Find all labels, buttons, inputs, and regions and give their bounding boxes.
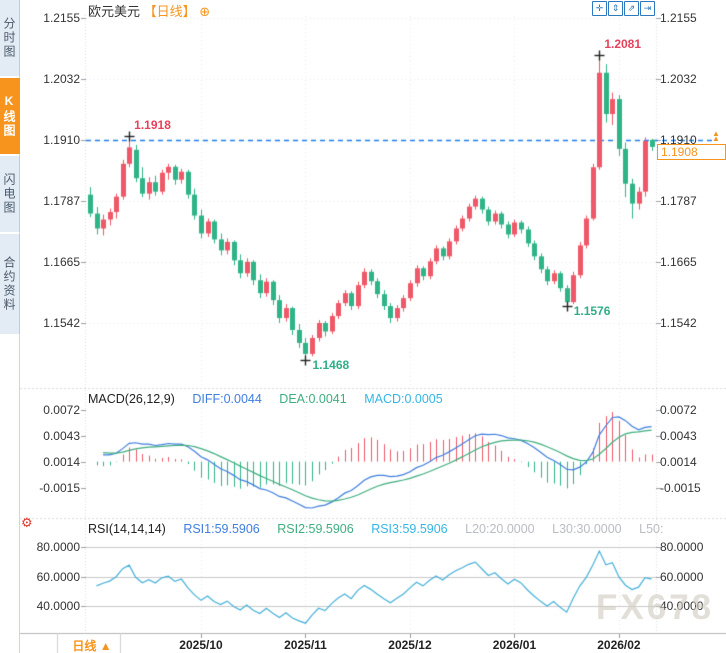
sidebar: 分时图 K线图 闪电图 合约资料 bbox=[0, 0, 20, 653]
price-axis-label-left: 1.2155 bbox=[43, 11, 80, 25]
sidebar-tab-3[interactable]: 闪电图 bbox=[0, 156, 20, 232]
rsi1-value: RSI1:59.5906 bbox=[183, 522, 260, 536]
rsi-header: RSI(14,14,14) RSI1:59.5906 RSI2:59.5906 … bbox=[88, 522, 677, 536]
price-axis-label-right: 1.2032 bbox=[660, 72, 697, 87]
sidebar-tab-4[interactable]: 合约资料 bbox=[0, 234, 20, 334]
fit-vertical-scale-icon[interactable]: ⇕ bbox=[608, 1, 623, 16]
last-price-tag: 1.1908 bbox=[657, 144, 726, 160]
macd-dea-value: DEA:0.0041 bbox=[279, 392, 347, 406]
price-axis-label-right: 1.1542 bbox=[660, 316, 697, 331]
rsi-axis-label-right: 40.0000 bbox=[660, 599, 704, 613]
price-axis-label-left: 1.1542 bbox=[43, 316, 80, 331]
macd-diff-value: DIFF:0.0044 bbox=[192, 392, 262, 406]
time-axis-label: 2026/02 bbox=[597, 638, 641, 652]
macd-axis-label-right: -0.0015 bbox=[660, 481, 701, 495]
price-axis-label-left: 1.1787 bbox=[43, 194, 80, 209]
period-selector[interactable]: 日线 ▲ bbox=[72, 639, 112, 653]
rsi-l50-value: L50: bbox=[639, 522, 664, 536]
macd-macd-value: MACD:0.0005 bbox=[364, 392, 443, 406]
price-axis-label-right: 1.1665 bbox=[660, 254, 697, 269]
rsi-l30-value: L30:30.0000 bbox=[552, 522, 622, 536]
rsi-axis-label-left: 60.0000 bbox=[36, 569, 80, 584]
time-axis-label: 2025/10 bbox=[179, 638, 223, 652]
macd-axis-label-left: -0.0015 bbox=[39, 481, 80, 495]
macd-axis-label-right: 0.0014 bbox=[660, 455, 697, 469]
rsi-axis-label-right: 80.0000 bbox=[660, 540, 704, 554]
time-axis-label: 2026/01 bbox=[492, 638, 537, 652]
price-up-arrow-icon: ▲ ▲ bbox=[712, 129, 720, 143]
add-indicator-icon[interactable]: ⊕ bbox=[199, 4, 211, 19]
rsi-axis-label-right: 60.0000 bbox=[660, 569, 704, 584]
price-axis-label-left: 1.1665 bbox=[43, 254, 80, 269]
indicator-settings-icon[interactable]: ⚙ bbox=[21, 515, 33, 530]
time-axis-label: 2025/12 bbox=[388, 638, 432, 652]
macd-axis-label-right: 0.0072 bbox=[660, 403, 697, 417]
macd-header: MACD(26,12,9) DIFF:0.0044 DEA:0.0041 MAC… bbox=[88, 392, 457, 406]
rsi-title: RSI(14,14,14) bbox=[88, 522, 166, 536]
time-axis-label: 2025/11 bbox=[284, 638, 327, 652]
export-chart-icon[interactable]: ⇥ bbox=[640, 1, 655, 16]
price-annotation: 1.1918 bbox=[134, 117, 171, 132]
price-annotation: 1.2081 bbox=[604, 36, 642, 51]
price-annotation: 1.1576 bbox=[573, 304, 611, 319]
price-annotation: 1.1468 bbox=[312, 357, 350, 372]
symbol-name: 欧元美元 bbox=[88, 4, 141, 19]
watermark: FX678 bbox=[596, 588, 715, 627]
macd-axis-label-left: 0.0014 bbox=[43, 455, 80, 469]
macd-title: MACD(26,12,9) bbox=[88, 392, 175, 406]
chart-title: 欧元美元 【日线】 ⊕ bbox=[88, 1, 210, 20]
price-axis-label-right: 1.1787 bbox=[660, 194, 697, 209]
auto-scale-trend-icon[interactable]: ⇗ bbox=[624, 1, 639, 16]
rsi2-value: RSI2:59.5906 bbox=[277, 522, 354, 536]
rsi-axis-label-left: 80.0000 bbox=[36, 540, 80, 554]
rsi-l20-value: L20:20.0000 bbox=[465, 522, 535, 536]
rsi-axis-label-left: 40.0000 bbox=[36, 599, 80, 613]
macd-axis-label-left: 0.0072 bbox=[43, 403, 80, 417]
rsi3-value: RSI3:59.5906 bbox=[371, 522, 448, 536]
macd-axis-label-left: 0.0043 bbox=[43, 429, 80, 443]
sidebar-tab-2[interactable]: K线图 bbox=[0, 78, 20, 154]
price-axis-label-left: 1.1910 bbox=[43, 132, 80, 147]
price-axis-label-right: 1.2155 bbox=[660, 11, 697, 25]
macd-axis-label-right: 0.0043 bbox=[660, 429, 697, 443]
price-axis-label-right: 1.1910 bbox=[660, 132, 697, 147]
period-badge: 【日线】 bbox=[143, 4, 196, 19]
sidebar-tab-1[interactable]: 分时图 bbox=[0, 0, 20, 76]
price-axis-label-left: 1.2032 bbox=[43, 72, 80, 87]
crosshair-pan-icon[interactable]: ✛ bbox=[592, 1, 607, 16]
